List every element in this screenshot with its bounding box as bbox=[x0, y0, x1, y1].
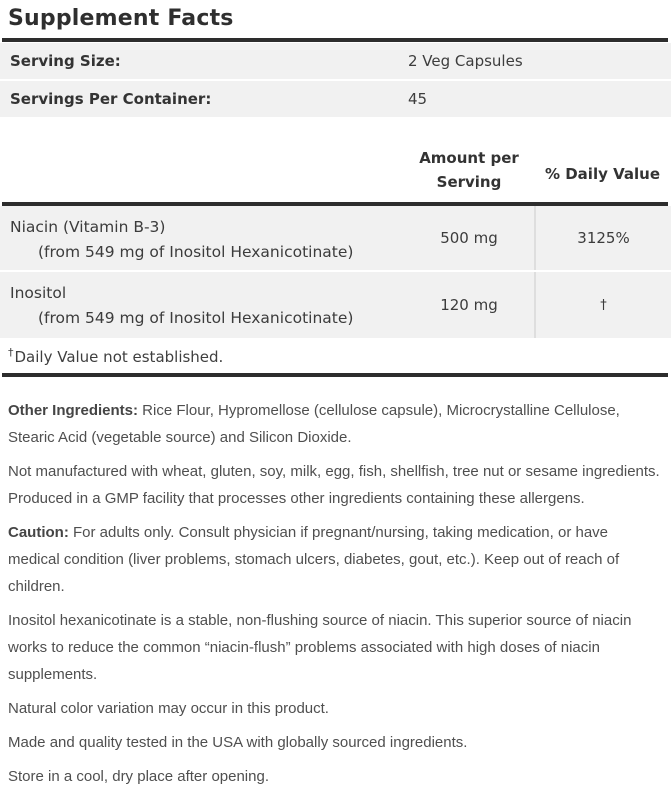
color-variation-paragraph: Natural color variation may occur in thi… bbox=[8, 695, 663, 722]
nutrient-detail: (from 549 mg of Inositol Hexanicotinate) bbox=[38, 243, 354, 261]
caution-text: For adults only. Consult physician if pr… bbox=[8, 524, 620, 595]
nutrient-detail: (from 549 mg of Inositol Hexanicotinate) bbox=[38, 309, 354, 327]
mid-divider-bar bbox=[2, 202, 668, 206]
bottom-divider-bar bbox=[2, 373, 668, 377]
storage-paragraph: Store in a cool, dry place after opening… bbox=[8, 763, 663, 790]
serving-size-value: 2 Veg Capsules bbox=[408, 52, 523, 70]
servings-per-container-row: Servings Per Container: 45 bbox=[0, 81, 671, 117]
nutrient-amount: 500 mg bbox=[440, 229, 498, 247]
serving-size-label: Serving Size: bbox=[10, 52, 121, 70]
top-divider-bar bbox=[2, 38, 668, 42]
nutrient-row-niacin: Niacin (Vitamin B-3) (from 549 mg of Ino… bbox=[0, 206, 671, 270]
footnote-text: Daily Value not established. bbox=[14, 347, 224, 366]
serving-size-row: Serving Size: 2 Veg Capsules bbox=[0, 43, 671, 79]
nutrient-daily-value: 3125% bbox=[534, 206, 671, 270]
nutrient-name-cell: Inositol (from 549 mg of Inositol Hexani… bbox=[0, 272, 404, 338]
caution-paragraph: Caution: For adults only. Consult physic… bbox=[8, 519, 663, 600]
daily-value-footnote: † Daily Value not established. bbox=[0, 340, 671, 373]
nutrient-daily-value: † bbox=[534, 272, 671, 338]
made-in-usa-text: Made and quality tested in the USA with … bbox=[8, 734, 468, 751]
allergen-text: Not manufactured with wheat, gluten, soy… bbox=[8, 463, 660, 507]
nutrient-name: Niacin (Vitamin B-3) bbox=[10, 218, 166, 236]
servings-per-container-value: 45 bbox=[408, 90, 428, 108]
nutrient-row-inositol: Inositol (from 549 mg of Inositol Hexani… bbox=[0, 272, 671, 338]
dagger-symbol: † bbox=[8, 346, 14, 359]
storage-text: Store in a cool, dry place after opening… bbox=[8, 768, 269, 785]
column-header-row: Amount per Serving % Daily Value bbox=[0, 119, 671, 202]
other-ingredients-text: Rice Flour, Hypromellose (cellulose caps… bbox=[8, 402, 620, 446]
other-ingredients-paragraph: Other Ingredients: Rice Flour, Hypromell… bbox=[8, 397, 663, 451]
amount-per-serving-header: Amount per Serving bbox=[419, 149, 519, 191]
niacin-flush-paragraph: Inositol hexanicotinate is a stable, non… bbox=[8, 607, 663, 688]
caution-lead: Caution: bbox=[8, 524, 69, 541]
other-ingredients-lead: Other Ingredients: bbox=[8, 402, 139, 419]
servings-per-container-label: Servings Per Container: bbox=[10, 90, 212, 108]
niacin-flush-text: Inositol hexanicotinate is a stable, non… bbox=[8, 612, 632, 683]
nutrient-name: Inositol bbox=[10, 284, 67, 302]
nutrient-name-cell: Niacin (Vitamin B-3) (from 549 mg of Ino… bbox=[0, 206, 404, 270]
made-in-usa-paragraph: Made and quality tested in the USA with … bbox=[8, 729, 663, 756]
allergen-paragraph: Not manufactured with wheat, gluten, soy… bbox=[8, 458, 663, 512]
panel-title: Supplement Facts bbox=[8, 6, 234, 31]
daily-value-header: % Daily Value bbox=[544, 165, 660, 183]
nutrient-amount: 120 mg bbox=[440, 296, 498, 314]
color-variation-text: Natural color variation may occur in thi… bbox=[8, 700, 329, 717]
info-paragraphs: Other Ingredients: Rice Flour, Hypromell… bbox=[0, 377, 671, 790]
